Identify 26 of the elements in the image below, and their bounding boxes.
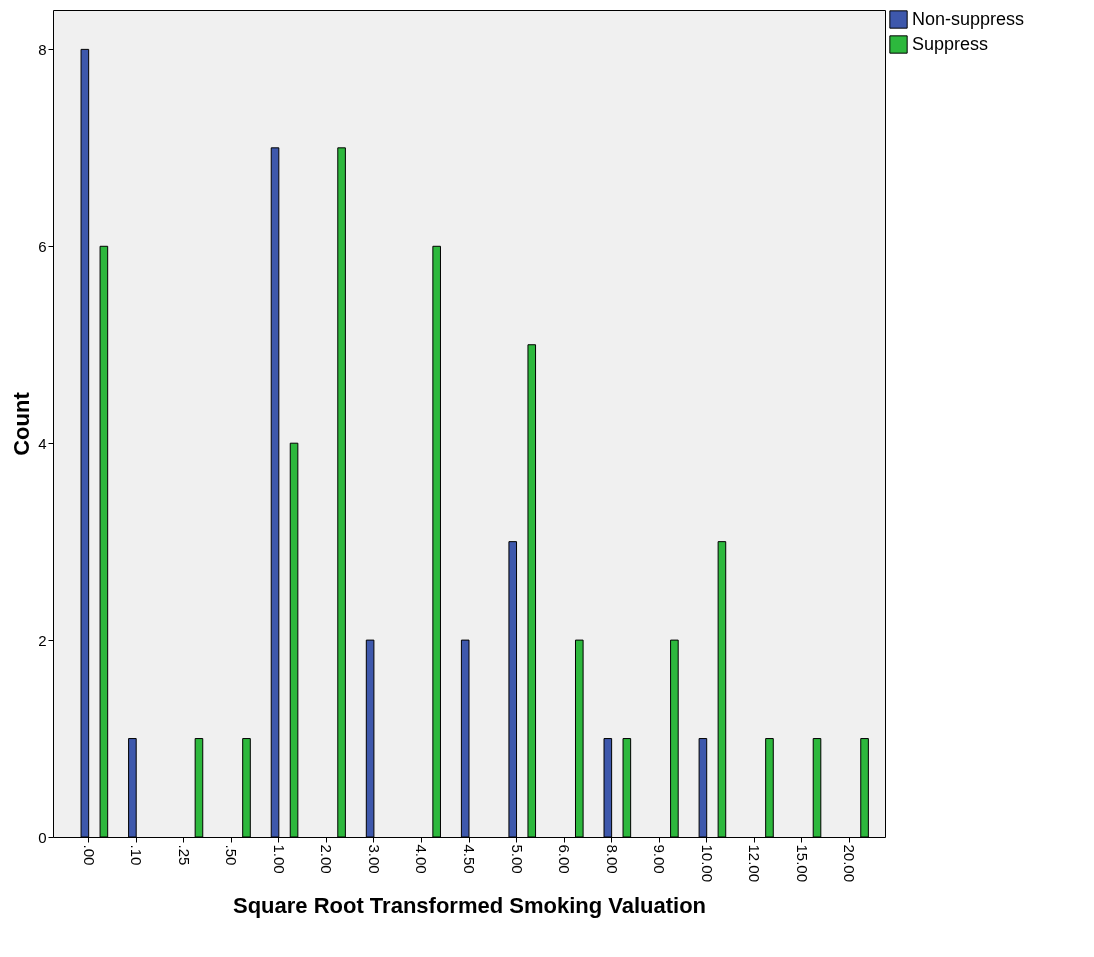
x-tick-label: 4.00	[413, 844, 431, 874]
legend-label: Suppress	[912, 33, 989, 54]
x-tick-label: 2.00	[318, 844, 336, 874]
x-tick-label: 20.00	[841, 844, 859, 883]
x-tick-label: .10	[128, 844, 146, 866]
x-tick-label: 5.00	[508, 844, 526, 874]
x-tick-label: 3.00	[365, 844, 383, 874]
y-tick-label: 8	[38, 40, 47, 58]
y-axis-title: Count	[9, 391, 35, 456]
x-tick-label: 10.00	[698, 844, 716, 883]
x-tick-label: 4.50	[461, 844, 478, 874]
legend-label: Non-suppress	[912, 8, 1025, 29]
y-tick-label: 0	[38, 828, 47, 846]
x-tick-label: .50	[223, 844, 241, 866]
x-tick-label: 12.00	[746, 844, 764, 883]
y-tick-label: 4	[38, 434, 47, 452]
x-tick-label: .25	[175, 844, 193, 866]
x-tick-label: .00	[80, 844, 98, 866]
x-tick-label: 6.00	[556, 844, 574, 874]
x-tick-label: 1.00	[270, 844, 288, 874]
x-tick-label: 8.00	[603, 844, 621, 874]
x-tick-label: 15.00	[793, 844, 811, 883]
x-axis-title: Square Root Transformed Smoking Valuation	[232, 893, 707, 919]
y-tick-label: 2	[38, 631, 47, 649]
y-tick-label: 6	[38, 237, 47, 255]
x-tick-label: 9.00	[651, 844, 669, 874]
